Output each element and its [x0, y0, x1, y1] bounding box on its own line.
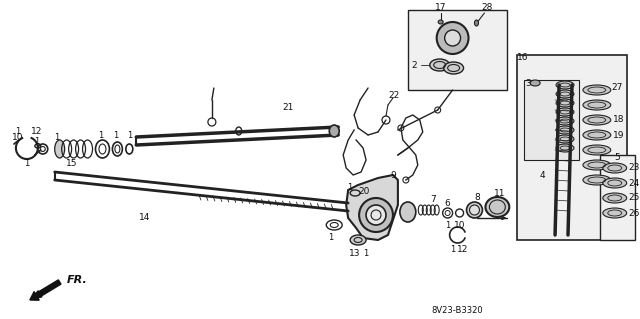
Text: FR.: FR.	[67, 275, 88, 285]
Text: 24: 24	[628, 179, 639, 188]
Text: 5: 5	[614, 152, 620, 161]
Ellipse shape	[530, 80, 540, 86]
Text: 25: 25	[628, 194, 639, 203]
Ellipse shape	[350, 235, 366, 245]
Polygon shape	[600, 155, 635, 240]
Ellipse shape	[583, 130, 611, 140]
Text: 10: 10	[454, 220, 465, 229]
Ellipse shape	[603, 178, 627, 188]
Ellipse shape	[556, 108, 574, 116]
Text: 11: 11	[493, 189, 505, 197]
Ellipse shape	[438, 20, 443, 24]
Text: 2: 2	[411, 61, 417, 70]
Text: 27: 27	[611, 84, 623, 93]
Ellipse shape	[485, 197, 509, 217]
Ellipse shape	[583, 85, 611, 95]
Text: 26: 26	[628, 209, 639, 218]
Ellipse shape	[467, 202, 483, 218]
Ellipse shape	[603, 163, 627, 173]
Text: 1: 1	[348, 182, 353, 191]
Ellipse shape	[556, 126, 574, 134]
Text: 1: 1	[98, 130, 103, 139]
Text: 1: 1	[34, 137, 40, 145]
Ellipse shape	[556, 144, 574, 152]
Ellipse shape	[436, 22, 468, 54]
Text: 16: 16	[516, 54, 528, 63]
Ellipse shape	[583, 145, 611, 155]
FancyArrow shape	[30, 280, 61, 300]
Text: 19: 19	[613, 130, 625, 139]
Ellipse shape	[556, 90, 574, 98]
Text: 17: 17	[435, 4, 447, 12]
Ellipse shape	[556, 135, 574, 143]
Text: 3: 3	[525, 78, 531, 87]
Ellipse shape	[329, 125, 339, 137]
Ellipse shape	[359, 198, 393, 232]
Ellipse shape	[583, 100, 611, 110]
Text: 10: 10	[12, 133, 24, 143]
Text: 6: 6	[445, 198, 451, 207]
Ellipse shape	[583, 160, 611, 170]
Polygon shape	[408, 10, 508, 90]
Text: 1: 1	[24, 159, 29, 167]
Ellipse shape	[603, 208, 627, 218]
Text: 8V23-B3320: 8V23-B3320	[432, 306, 483, 315]
Ellipse shape	[556, 81, 574, 89]
Ellipse shape	[583, 115, 611, 125]
Text: 7: 7	[430, 196, 436, 204]
Text: 12: 12	[31, 128, 42, 137]
Ellipse shape	[470, 205, 479, 215]
Polygon shape	[346, 175, 398, 240]
Ellipse shape	[366, 205, 386, 225]
Text: 1: 1	[127, 130, 132, 139]
Ellipse shape	[474, 20, 479, 26]
Ellipse shape	[444, 62, 463, 74]
Text: 1: 1	[15, 127, 20, 136]
Text: 1: 1	[54, 132, 60, 142]
Text: 4: 4	[540, 170, 545, 180]
Text: 21: 21	[283, 103, 294, 113]
Ellipse shape	[445, 30, 461, 46]
Text: 20: 20	[358, 188, 370, 197]
Ellipse shape	[603, 193, 627, 203]
Text: 23: 23	[628, 164, 639, 173]
Ellipse shape	[583, 175, 611, 185]
Ellipse shape	[556, 99, 574, 107]
Text: 28: 28	[482, 4, 493, 12]
Text: 22: 22	[388, 91, 399, 100]
Text: 8: 8	[475, 194, 481, 203]
Ellipse shape	[429, 59, 450, 71]
Text: 13: 13	[349, 249, 361, 257]
Text: 1: 1	[450, 244, 455, 254]
Text: 15: 15	[66, 160, 77, 168]
Text: 14: 14	[138, 213, 150, 222]
Ellipse shape	[54, 140, 65, 158]
Text: 18: 18	[613, 115, 625, 124]
Text: 12: 12	[457, 244, 468, 254]
Ellipse shape	[400, 202, 416, 222]
Text: 1: 1	[328, 234, 333, 242]
Polygon shape	[517, 55, 627, 240]
Ellipse shape	[556, 117, 574, 125]
Bar	[524, 80, 579, 160]
Text: 1: 1	[113, 130, 118, 139]
Text: 1: 1	[364, 249, 369, 257]
Text: 1: 1	[445, 220, 451, 229]
Text: 9: 9	[390, 172, 396, 181]
